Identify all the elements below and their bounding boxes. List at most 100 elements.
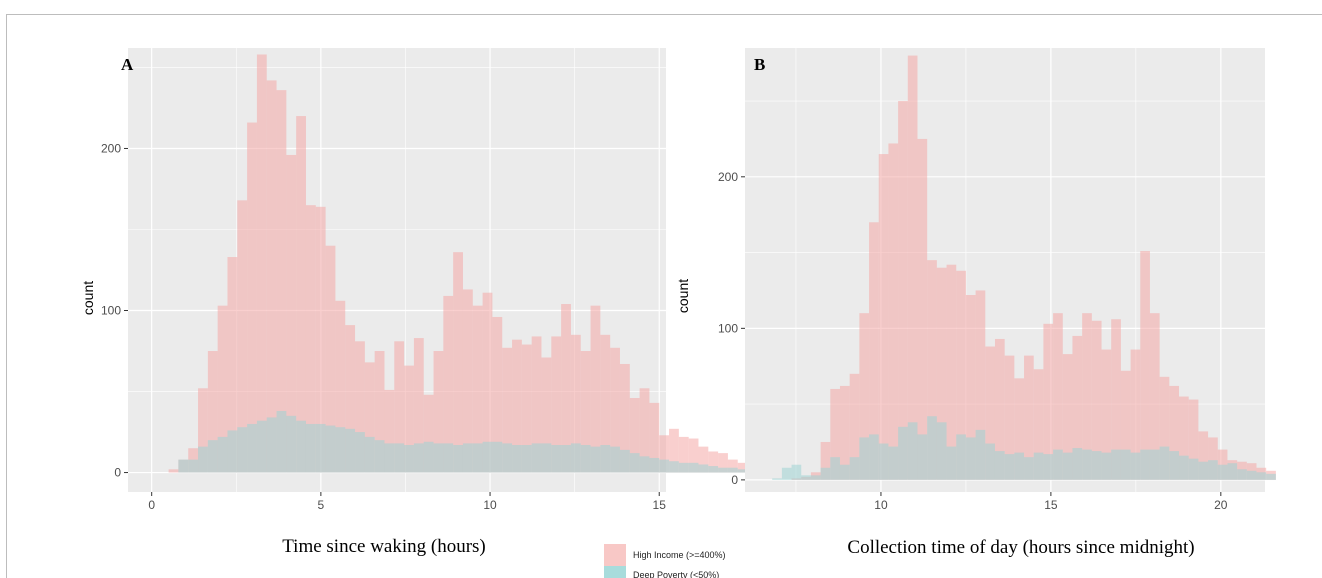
bar-deep-poverty-a xyxy=(678,462,689,473)
bar-deep-poverty-b xyxy=(888,446,899,480)
bar-high-income-a xyxy=(502,347,513,473)
bar-deep-poverty-a xyxy=(492,441,503,473)
bar-high-income-a xyxy=(492,316,503,473)
bar-high-income-a xyxy=(335,300,346,473)
bar-high-income-b xyxy=(839,385,850,480)
bar-high-income-a xyxy=(443,295,454,473)
bar-deep-poverty-b xyxy=(1004,454,1015,480)
bar-high-income-a xyxy=(708,451,719,473)
bar-high-income-a xyxy=(207,351,218,473)
bar-deep-poverty-a xyxy=(462,443,473,473)
bar-high-income-b xyxy=(907,55,918,480)
bar-deep-poverty-a xyxy=(708,466,719,473)
bar-deep-poverty-a xyxy=(561,445,571,473)
bar-high-income-a xyxy=(737,462,748,473)
bar-deep-poverty-b xyxy=(1227,463,1238,480)
bar-high-income-b xyxy=(859,313,870,480)
bar-deep-poverty-b xyxy=(936,422,947,480)
bar-high-income-a xyxy=(521,344,532,473)
bar-high-income-a xyxy=(168,469,179,473)
bar-deep-poverty-a xyxy=(610,446,620,473)
bar-deep-poverty-b xyxy=(1217,464,1228,480)
bar-deep-poverty-a xyxy=(639,456,650,473)
bar-deep-poverty-a xyxy=(482,441,493,473)
x-tick-label: 15 xyxy=(1044,498,1058,512)
bar-deep-poverty-a xyxy=(629,453,640,473)
bar-high-income-a xyxy=(453,252,463,473)
legend-swatch-deep-poverty xyxy=(604,566,626,578)
x-axis-label-b: Collection time of day (hours since midn… xyxy=(847,537,1194,558)
panel-label-b: B xyxy=(754,55,765,74)
bar-deep-poverty-a xyxy=(364,436,375,473)
bar-deep-poverty-a xyxy=(315,423,326,473)
bar-high-income-a xyxy=(305,205,316,473)
legend-label-high-income: High Income (>=400%) xyxy=(633,550,726,560)
bar-high-income-b xyxy=(1188,399,1199,480)
bar-deep-poverty-a xyxy=(335,427,346,473)
bar-high-income-b xyxy=(936,267,947,480)
y-tick-label: 100 xyxy=(718,321,738,335)
bar-high-income-a xyxy=(266,80,277,473)
bar-high-income-a xyxy=(551,336,562,473)
bar-high-income-a xyxy=(727,459,738,473)
bar-deep-poverty-a xyxy=(394,443,405,473)
bar-deep-poverty-b xyxy=(1091,451,1102,480)
bar-deep-poverty-a xyxy=(649,457,660,473)
bar-deep-poverty-b xyxy=(839,464,850,480)
bar-high-income-a xyxy=(629,398,640,473)
bar-deep-poverty-a xyxy=(178,459,189,473)
bar-high-income-b xyxy=(965,295,976,480)
bar-high-income-a xyxy=(649,402,660,473)
bar-high-income-a xyxy=(345,325,356,473)
bar-high-income-a xyxy=(198,388,208,473)
bar-deep-poverty-b xyxy=(820,467,831,480)
bar-deep-poverty-b xyxy=(801,475,811,480)
bar-high-income-b xyxy=(1091,320,1102,480)
bar-high-income-a xyxy=(600,334,611,473)
bar-deep-poverty-b xyxy=(1246,470,1257,480)
bar-high-income-a xyxy=(413,338,424,473)
bar-high-income-a xyxy=(512,339,522,473)
bar-deep-poverty-b xyxy=(1082,449,1092,480)
x-axis-label-a: Time since waking (hours) xyxy=(282,536,486,557)
bar-deep-poverty-b xyxy=(1188,458,1199,480)
bar-deep-poverty-a xyxy=(688,462,699,473)
bar-deep-poverty-b xyxy=(965,437,976,480)
bar-high-income-b xyxy=(994,338,1005,480)
bar-high-income-b xyxy=(1130,349,1141,480)
bar-deep-poverty-a xyxy=(237,427,248,473)
bar-deep-poverty-a xyxy=(305,423,316,473)
bar-high-income-b xyxy=(1072,335,1083,480)
bar-deep-poverty-a xyxy=(374,440,385,473)
bar-high-income-b xyxy=(956,270,966,480)
bar-high-income-b xyxy=(820,441,831,480)
bar-deep-poverty-b xyxy=(946,446,957,480)
bar-deep-poverty-a xyxy=(669,461,679,473)
figure-frame xyxy=(6,14,1322,578)
bar-deep-poverty-a xyxy=(502,443,513,473)
bar-high-income-a xyxy=(296,116,306,473)
bar-deep-poverty-b xyxy=(898,426,908,480)
bar-deep-poverty-b xyxy=(1130,452,1141,480)
bar-deep-poverty-b xyxy=(810,475,821,480)
bar-high-income-a xyxy=(678,436,689,473)
bar-high-income-a xyxy=(462,289,473,473)
bar-deep-poverty-b xyxy=(878,443,889,480)
x-tick-label: 15 xyxy=(653,498,667,512)
bar-high-income-b xyxy=(1053,313,1063,480)
bar-deep-poverty-a xyxy=(188,459,199,473)
panel-a: 0 5 10 15 0 100 200 A count Time since waking … xyxy=(80,48,758,557)
bar-deep-poverty-a xyxy=(453,445,463,473)
bar-high-income-b xyxy=(1024,355,1034,480)
bar-deep-poverty-a xyxy=(619,449,630,473)
bar-deep-poverty-b xyxy=(927,416,937,480)
bar-deep-poverty-b xyxy=(1111,449,1121,480)
bar-deep-poverty-a xyxy=(266,417,277,473)
bar-deep-poverty-b xyxy=(1053,449,1063,480)
bar-deep-poverty-b xyxy=(849,457,860,480)
bar-high-income-a xyxy=(276,90,287,473)
bar-deep-poverty-b xyxy=(1024,457,1034,480)
bar-high-income-b xyxy=(927,260,937,480)
bar-deep-poverty-b xyxy=(1169,451,1180,480)
bar-high-income-b xyxy=(1120,370,1131,480)
